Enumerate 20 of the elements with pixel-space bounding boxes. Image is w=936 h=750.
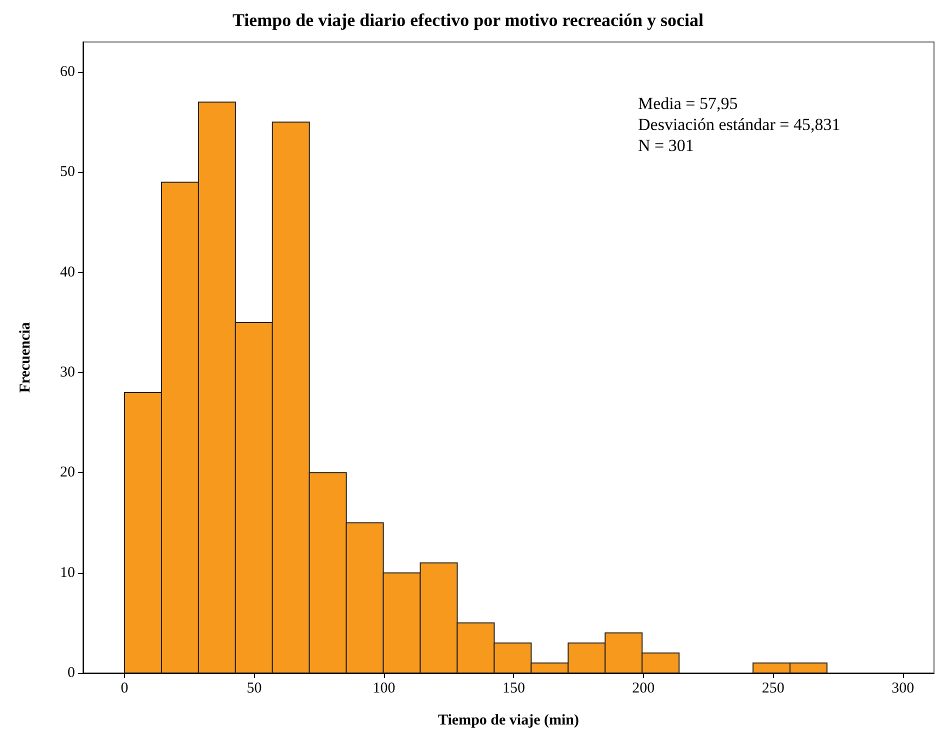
x-tick-label: 300 xyxy=(892,680,914,696)
annotation: Desviación estándar = 45,831 xyxy=(638,115,840,134)
y-tick-label: 40 xyxy=(60,264,75,280)
x-tick-label: 0 xyxy=(120,680,128,696)
x-tick-label: 100 xyxy=(372,680,396,696)
x-tick-label: 150 xyxy=(502,680,525,696)
y-tick-label: 60 xyxy=(60,64,75,80)
annotation: N = 301 xyxy=(638,136,694,155)
y-tick-label: 30 xyxy=(60,364,75,381)
x-tick-label: 50 xyxy=(246,680,262,696)
y-axis-title: Frecuencia xyxy=(18,322,34,393)
x-tick-label: 200 xyxy=(632,680,655,696)
y-tick-label: 20 xyxy=(60,464,75,481)
annotation: Media = 57,95 xyxy=(638,94,738,113)
x-tick-label: 250 xyxy=(762,680,784,696)
y-tick-label: 0 xyxy=(68,665,75,681)
x-axis-title: Tiempo de viaje (min) xyxy=(438,712,579,728)
y-tick-label: 10 xyxy=(60,564,75,581)
y-tick-label: 50 xyxy=(60,164,75,180)
chart-title: Tiempo de viaje diario efectivo por motivo recreación y social xyxy=(232,10,704,30)
